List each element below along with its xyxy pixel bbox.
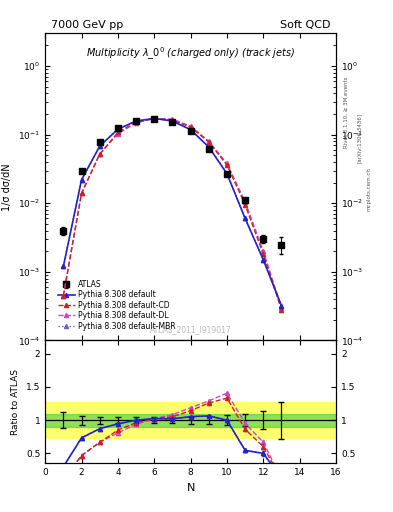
Pythia 8.308 default-CD [188, 124, 193, 131]
Text: Soft QCD: Soft QCD [280, 20, 330, 30]
Pythia 8.308 default [97, 143, 102, 149]
Pythia 8.308 default [225, 170, 230, 177]
Pythia 8.308 default [134, 118, 138, 124]
Y-axis label: 1/σ dσ/dN: 1/σ dσ/dN [2, 163, 12, 211]
Bar [45, 414, 336, 427]
X-axis label: N: N [186, 483, 195, 493]
Pythia 8.308 default-CD [134, 119, 138, 125]
Pythia 8.308 default-DL [279, 305, 284, 311]
Pythia 8.308 default-DL [79, 190, 84, 196]
Legend: ATLAS, Pythia 8.308 default, Pythia 8.308 default-CD, Pythia 8.308 default-DL, P: ATLAS, Pythia 8.308 default, Pythia 8.30… [55, 277, 178, 334]
Pythia 8.308 default [61, 263, 66, 269]
Pythia 8.308 default [279, 303, 284, 309]
Pythia 8.308 default-DL [225, 160, 230, 166]
Pythia 8.308 default-MBR [243, 216, 248, 222]
Pythia 8.308 default [206, 144, 211, 150]
Y-axis label: Ratio to ATLAS: Ratio to ATLAS [11, 369, 20, 435]
Pythia 8.308 default-CD [243, 202, 248, 208]
Pythia 8.308 default [261, 257, 266, 263]
Pythia 8.308 default-MBR [61, 263, 66, 269]
Pythia 8.308 default-MBR [134, 118, 138, 124]
Pythia 8.308 default-CD [261, 251, 266, 258]
Pythia 8.308 default-CD [116, 129, 120, 135]
Pythia 8.308 default-MBR [225, 170, 230, 177]
Pythia 8.308 default-DL [206, 138, 211, 144]
Pythia 8.308 default-MBR [279, 303, 284, 309]
Text: ATLAS_2011_I919017: ATLAS_2011_I919017 [150, 325, 231, 334]
Bar [45, 402, 336, 438]
Pythia 8.308 default-DL [61, 292, 66, 298]
Text: [arXiv:1306.3436]: [arXiv:1306.3436] [356, 113, 362, 163]
Pythia 8.308 default-CD [61, 292, 66, 298]
Pythia 8.308 default-CD [170, 117, 175, 123]
Pythia 8.308 default-CD [152, 115, 156, 121]
Pythia 8.308 default-DL [116, 131, 120, 137]
Pythia 8.308 default [188, 126, 193, 133]
Line: Pythia 8.308 default-CD: Pythia 8.308 default-CD [61, 116, 284, 312]
Pythia 8.308 default-MBR [261, 257, 266, 263]
Pythia 8.308 default-DL [97, 151, 102, 157]
Text: Rivet 3.1.10, ≥ 3M events: Rivet 3.1.10, ≥ 3M events [344, 77, 349, 148]
Pythia 8.308 default [116, 126, 120, 132]
Pythia 8.308 default-CD [206, 139, 211, 145]
Line: Pythia 8.308 default-DL: Pythia 8.308 default-DL [61, 116, 284, 310]
Text: 7000 GeV pp: 7000 GeV pp [51, 20, 123, 30]
Pythia 8.308 default-MBR [152, 115, 156, 121]
Pythia 8.308 default-DL [170, 116, 175, 122]
Pythia 8.308 default [152, 115, 156, 121]
Pythia 8.308 default-MBR [116, 126, 120, 132]
Text: mcplots.cern.ch: mcplots.cern.ch [367, 167, 372, 211]
Pythia 8.308 default-DL [188, 123, 193, 129]
Pythia 8.308 default-MBR [79, 177, 84, 183]
Pythia 8.308 default-MBR [206, 144, 211, 150]
Pythia 8.308 default-MBR [170, 118, 175, 124]
Pythia 8.308 default [79, 177, 84, 183]
Text: Multiplicity $\lambda\_0^0$ (charged only) (track jets): Multiplicity $\lambda\_0^0$ (charged onl… [86, 46, 295, 62]
Pythia 8.308 default-DL [134, 120, 138, 126]
Pythia 8.308 default-CD [79, 190, 84, 196]
Pythia 8.308 default [170, 118, 175, 124]
Pythia 8.308 default-DL [261, 248, 266, 254]
Pythia 8.308 default [243, 216, 248, 222]
Pythia 8.308 default-DL [152, 115, 156, 121]
Pythia 8.308 default-DL [243, 199, 248, 205]
Pythia 8.308 default-CD [279, 307, 284, 313]
Line: Pythia 8.308 default: Pythia 8.308 default [61, 116, 284, 308]
Pythia 8.308 default-MBR [97, 143, 102, 149]
Pythia 8.308 default-CD [97, 151, 102, 157]
Pythia 8.308 default-MBR [188, 126, 193, 133]
Line: Pythia 8.308 default-MBR: Pythia 8.308 default-MBR [61, 116, 284, 308]
Pythia 8.308 default-CD [225, 162, 230, 168]
